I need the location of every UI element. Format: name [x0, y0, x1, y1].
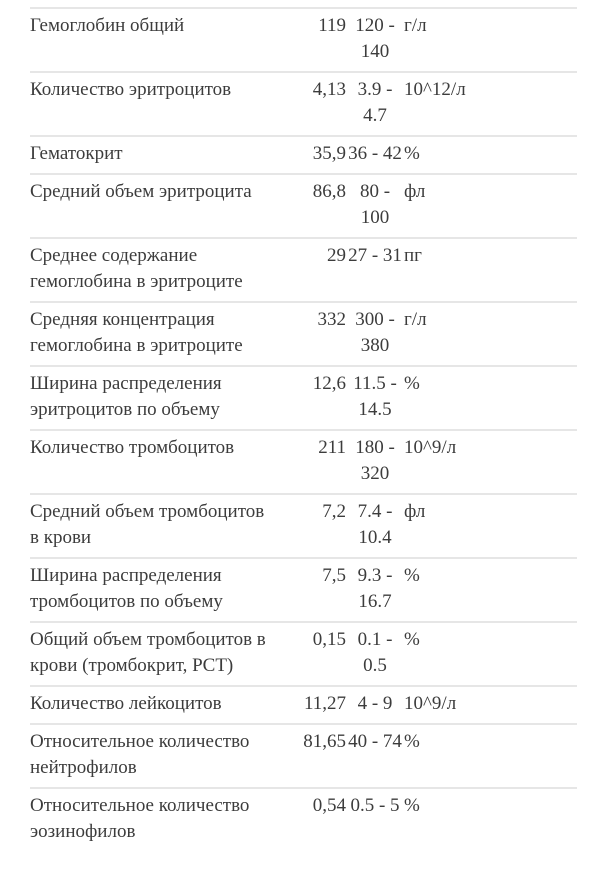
test-unit: г/л: [404, 301, 577, 366]
lab-result-row: Средний объем эритроцита 86,8 80 - 100 ф…: [30, 173, 577, 238]
test-name: Ширина распределения тромбоцитов по объе…: [30, 557, 268, 622]
test-value: 0,15: [268, 621, 346, 686]
test-unit: %: [404, 787, 577, 851]
reference-range: 0.1 - 0.5: [346, 621, 404, 686]
test-name: Среднее содержание гемоглобина в эритроц…: [30, 237, 268, 302]
reference-range: 27 - 31: [346, 237, 404, 302]
test-value: 35,9: [268, 135, 346, 174]
test-value: 4,13: [268, 71, 346, 136]
test-name: Ширина распределения эритроцитов по объе…: [30, 365, 268, 430]
test-value: 86,8: [268, 173, 346, 238]
lab-result-row: Относительное количество эозинофилов 0,5…: [30, 787, 577, 851]
test-value: 29: [268, 237, 346, 302]
test-name: Гематокрит: [30, 135, 268, 174]
test-unit: %: [404, 557, 577, 622]
reference-range: 4 - 9: [346, 685, 404, 724]
test-unit: пг: [404, 237, 577, 302]
test-unit: 10^9/л: [404, 685, 577, 724]
reference-range: 40 - 74: [346, 723, 404, 788]
lab-result-row: Ширина распределения эритроцитов по объе…: [30, 365, 577, 430]
test-value: 0,54: [268, 787, 346, 851]
test-unit: %: [404, 365, 577, 430]
test-value: 119: [268, 7, 346, 72]
lab-result-row: Средняя концентрация гемоглобина в эритр…: [30, 301, 577, 366]
test-name: Относительное количество эозинофилов: [30, 787, 268, 851]
lab-results-report: Гемоглобин общий 119 120 - 140 г/л Колич…: [30, 7, 577, 851]
test-name: Относительное количество нейтрофилов: [30, 723, 268, 788]
test-unit: 10^9/л: [404, 429, 577, 494]
lab-results-table-body: Гемоглобин общий 119 120 - 140 г/л Колич…: [30, 7, 577, 851]
test-unit: 10^12/л: [404, 71, 577, 136]
reference-range: 9.3 - 16.7: [346, 557, 404, 622]
test-unit: %: [404, 135, 577, 174]
test-value: 11,27: [268, 685, 346, 724]
lab-result-row: Количество эритроцитов 4,13 3.9 - 4.7 10…: [30, 71, 577, 136]
lab-result-row: Относительное количество нейтрофилов 81,…: [30, 723, 577, 788]
test-unit: г/л: [404, 7, 577, 72]
test-unit: %: [404, 621, 577, 686]
test-name: Средний объем эритроцита: [30, 173, 268, 238]
test-name: Общий объем тромбоцитов в крови (тромбок…: [30, 621, 268, 686]
lab-result-row: Гемоглобин общий 119 120 - 140 г/л: [30, 7, 577, 72]
lab-results-table: Гемоглобин общий 119 120 - 140 г/л Колич…: [30, 7, 577, 851]
reference-range: 80 - 100: [346, 173, 404, 238]
test-value: 7,5: [268, 557, 346, 622]
test-value: 211: [268, 429, 346, 494]
lab-result-row: Общий объем тромбоцитов в крови (тромбок…: [30, 621, 577, 686]
lab-result-row: Гематокрит 35,9 36 - 42 %: [30, 135, 577, 174]
reference-range: 180 - 320: [346, 429, 404, 494]
lab-result-row: Средний объем тромбоцитов в крови 7,2 7.…: [30, 493, 577, 558]
test-unit: фл: [404, 493, 577, 558]
lab-result-row: Количество тромбоцитов 211 180 - 320 10^…: [30, 429, 577, 494]
test-name: Количество тромбоцитов: [30, 429, 268, 494]
test-unit: фл: [404, 173, 577, 238]
reference-range: 36 - 42: [346, 135, 404, 174]
test-value: 332: [268, 301, 346, 366]
lab-result-row: Ширина распределения тромбоцитов по объе…: [30, 557, 577, 622]
reference-range: 0.5 - 5: [346, 787, 404, 851]
test-name: Количество лейкоцитов: [30, 685, 268, 724]
test-unit: %: [404, 723, 577, 788]
test-name: Гемоглобин общий: [30, 7, 268, 72]
lab-result-row: Среднее содержание гемоглобина в эритроц…: [30, 237, 577, 302]
lab-result-row: Количество лейкоцитов 11,27 4 - 9 10^9/л: [30, 685, 577, 724]
test-name: Количество эритроцитов: [30, 71, 268, 136]
reference-range: 11.5 - 14.5: [346, 365, 404, 430]
reference-range: 3.9 - 4.7: [346, 71, 404, 136]
test-value: 7,2: [268, 493, 346, 558]
reference-range: 7.4 - 10.4: [346, 493, 404, 558]
reference-range: 300 - 380: [346, 301, 404, 366]
reference-range: 120 - 140: [346, 7, 404, 72]
test-value: 81,65: [268, 723, 346, 788]
test-name: Средняя концентрация гемоглобина в эритр…: [30, 301, 268, 366]
test-name: Средний объем тромбоцитов в крови: [30, 493, 268, 558]
test-value: 12,6: [268, 365, 346, 430]
